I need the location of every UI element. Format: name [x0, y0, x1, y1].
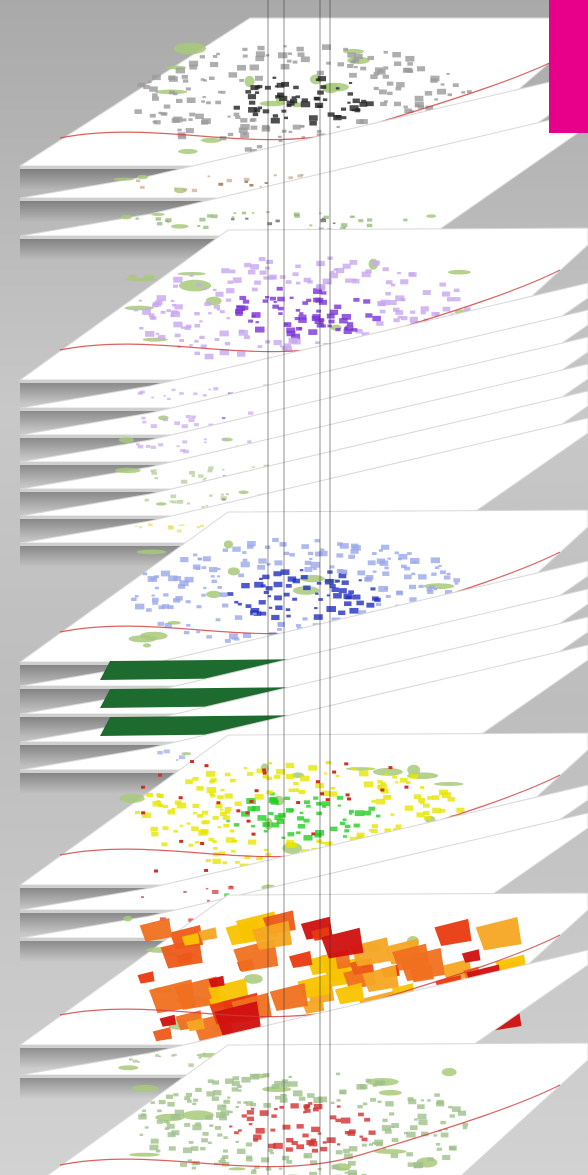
probe-lines	[267, 0, 331, 1175]
magenta-accent-block	[549, 0, 588, 133]
map-layer-sheet	[46, 1042, 588, 1175]
